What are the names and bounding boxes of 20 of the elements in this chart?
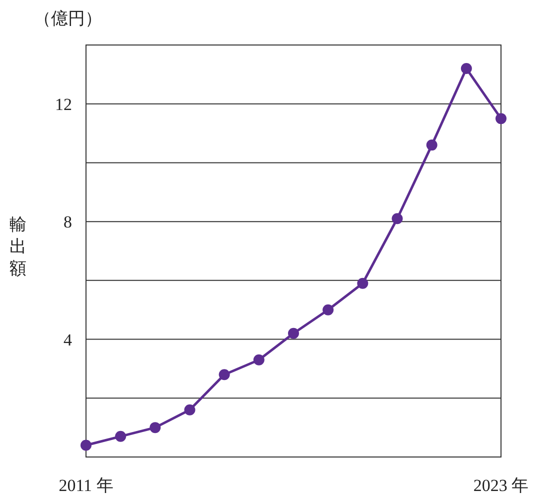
text: （億円） — [34, 9, 102, 28]
point — [80, 440, 92, 451]
point — [218, 369, 230, 380]
point — [322, 304, 334, 316]
y-tick-label: 12 — [55, 94, 72, 114]
point — [392, 213, 403, 224]
point — [184, 404, 196, 416]
y-tick-label: 8 — [64, 212, 72, 232]
x-tick-label: 2011 年 — [58, 476, 114, 494]
point — [115, 430, 126, 442]
x-tick-label: 2023 年 — [473, 476, 529, 494]
point — [253, 354, 264, 366]
point — [357, 278, 368, 289]
y-axis-title: 輸出額 — [10, 215, 26, 278]
y-tick-label: 4 — [64, 330, 72, 350]
point — [496, 113, 506, 124]
point — [288, 328, 299, 339]
point — [426, 140, 438, 151]
point — [150, 422, 161, 434]
point — [460, 63, 472, 74]
